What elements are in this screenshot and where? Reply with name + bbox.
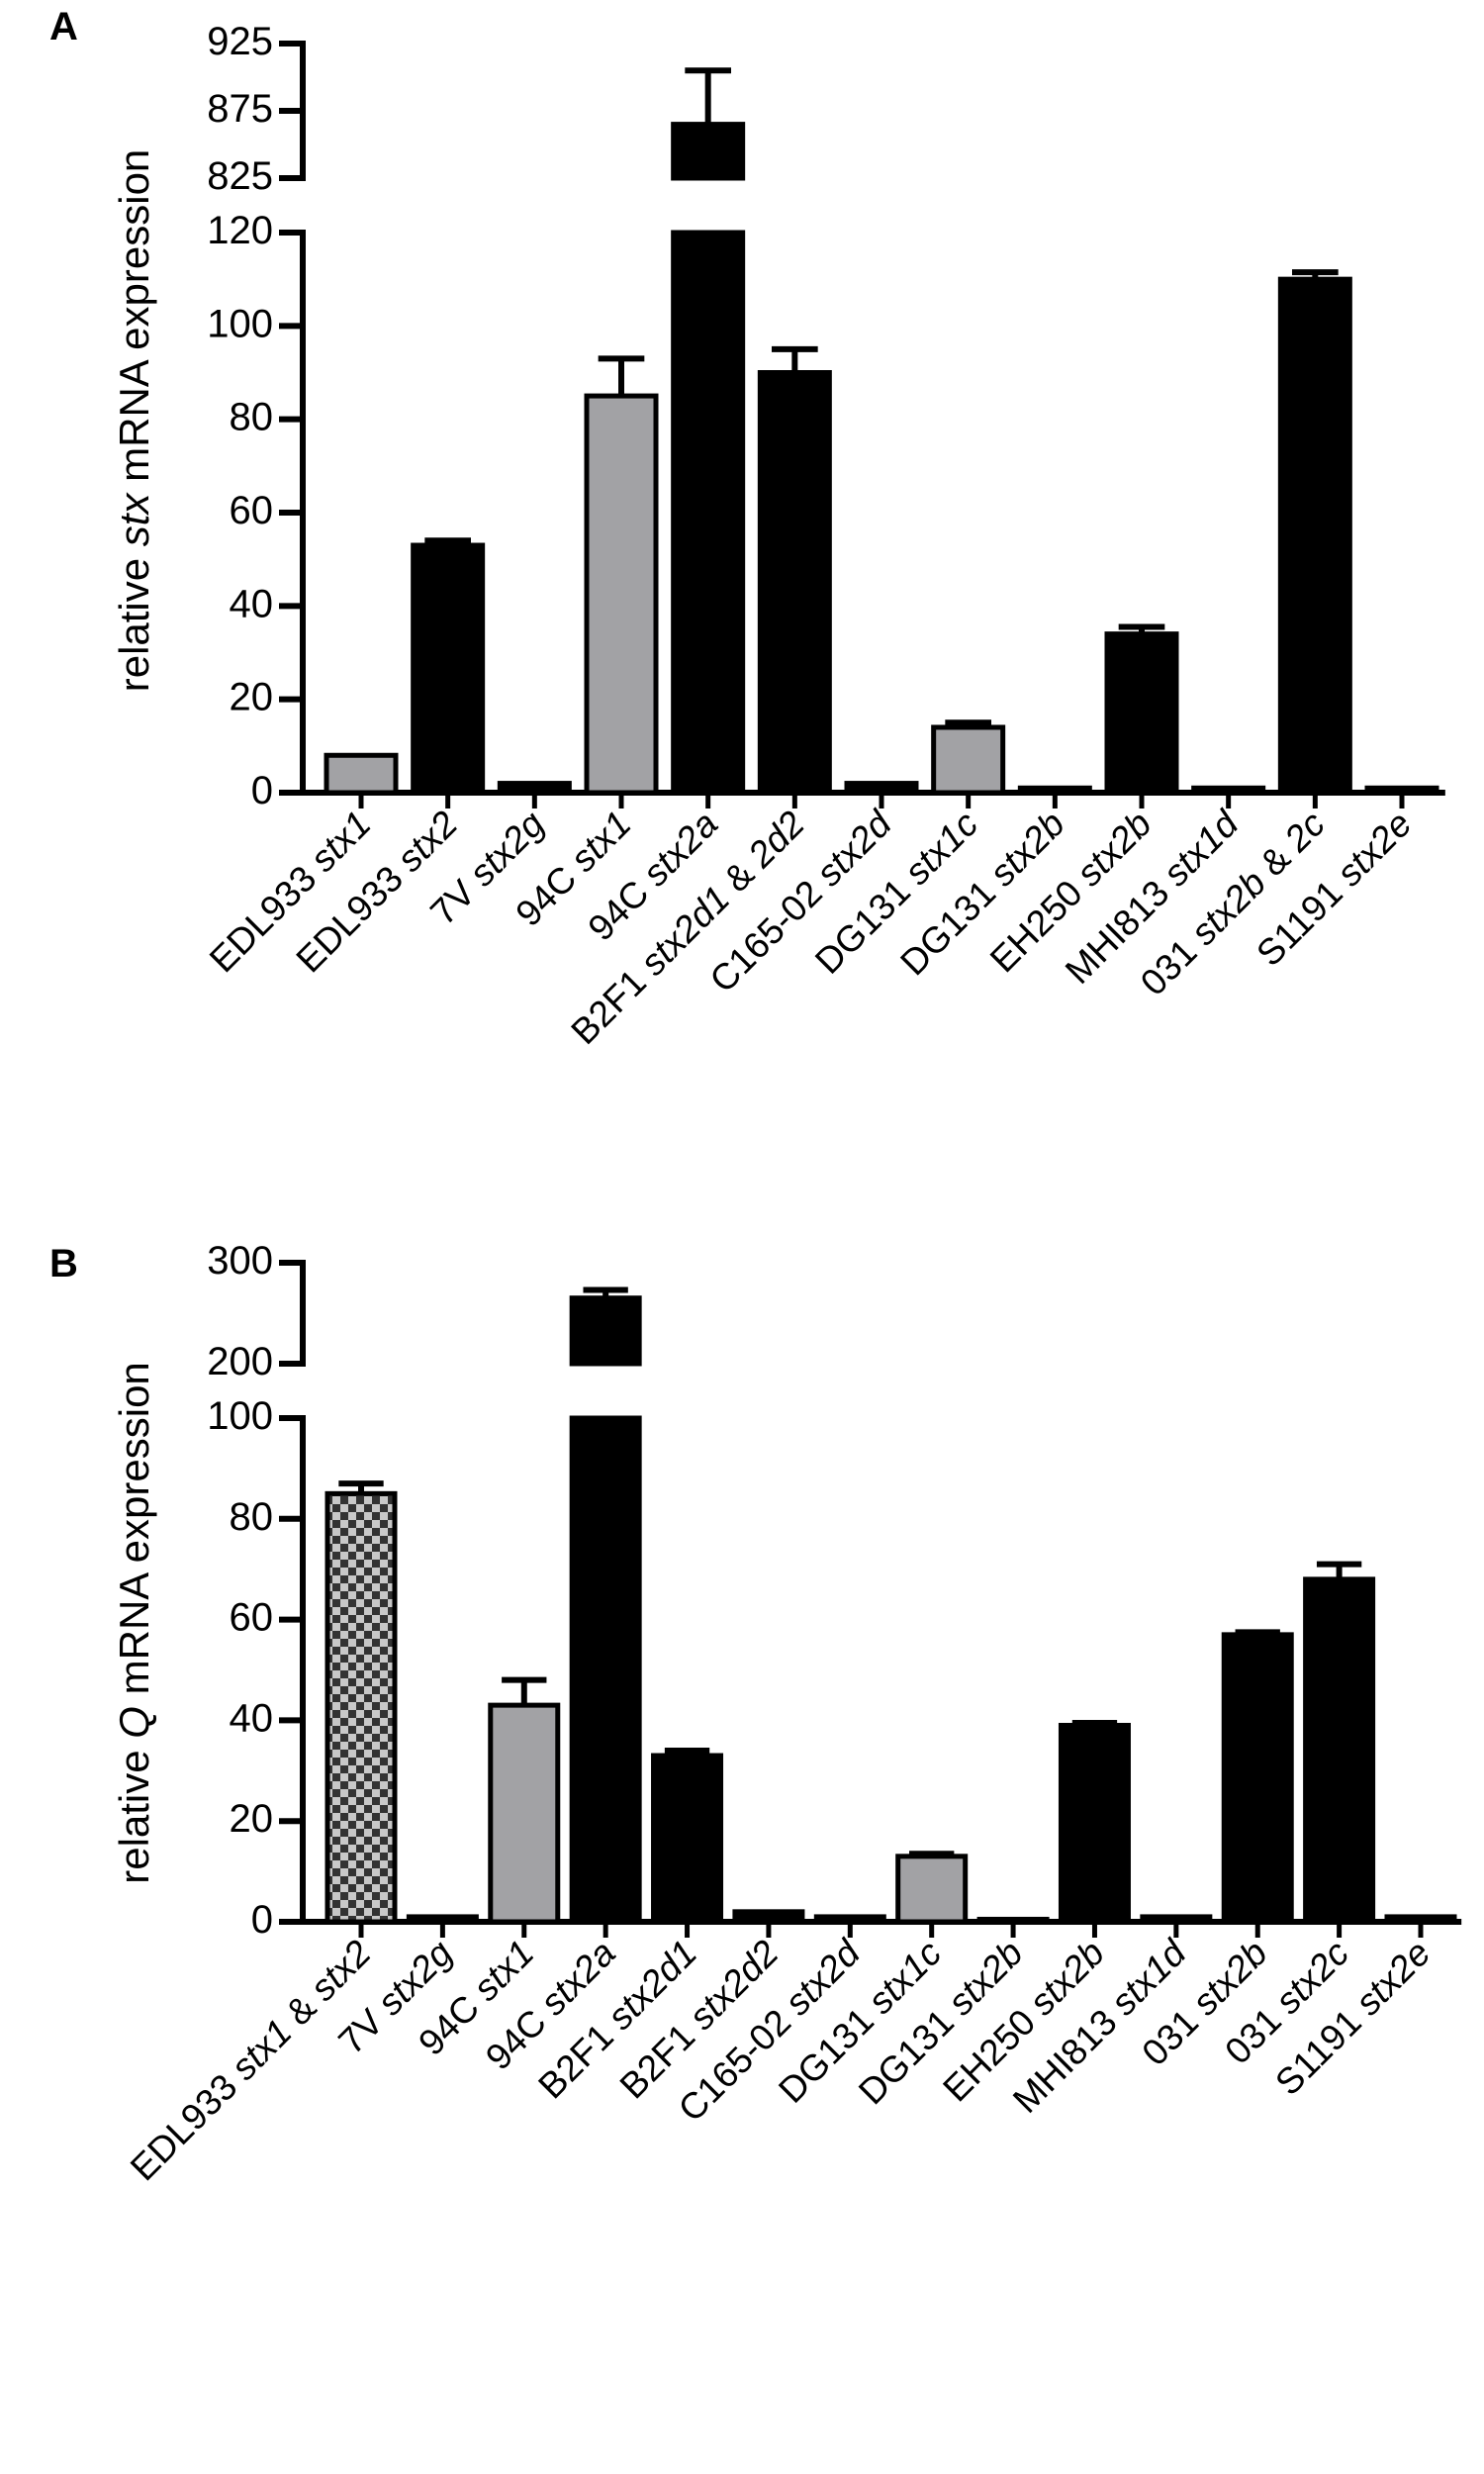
bar xyxy=(931,724,1006,796)
bar xyxy=(671,122,746,181)
y-tick-label: 200 xyxy=(207,1340,273,1383)
x-tick-label: EDL933 stx1 & stx2 xyxy=(123,1932,379,2188)
bar xyxy=(497,781,572,796)
bar xyxy=(569,1295,642,1367)
y-axis-label: relative stx mRNA expression xyxy=(111,149,157,693)
bar xyxy=(324,752,399,796)
y-tick-label: 80 xyxy=(230,1494,274,1538)
y-tick-label: 100 xyxy=(207,302,273,345)
bar xyxy=(976,1916,1050,1925)
bar xyxy=(1221,1632,1294,1925)
error-bar xyxy=(502,1676,547,1706)
bar xyxy=(1140,1914,1213,1925)
bar xyxy=(411,542,486,796)
y-tick-label: 825 xyxy=(207,154,273,198)
error-bar xyxy=(1071,1719,1118,1726)
bar xyxy=(584,393,659,796)
panel-label: A xyxy=(49,5,78,48)
bar xyxy=(1303,1576,1376,1925)
y-tick-label: 60 xyxy=(230,1595,274,1639)
error-bar xyxy=(664,1747,710,1757)
bar xyxy=(1058,1722,1131,1925)
error-bar xyxy=(1118,623,1165,634)
error-bar xyxy=(945,719,991,727)
error-bar xyxy=(424,537,471,546)
bar xyxy=(1191,785,1266,796)
bar xyxy=(651,1753,724,1925)
y-tick-label: 875 xyxy=(207,87,273,131)
bar xyxy=(1277,276,1352,796)
y-tick-label: 100 xyxy=(207,1394,273,1438)
y-tick-label: 40 xyxy=(230,582,274,625)
bar xyxy=(757,370,832,796)
y-tick-label: 0 xyxy=(251,769,273,812)
bar xyxy=(813,1914,886,1925)
y-axis-label: relative Q mRNA expression xyxy=(111,1362,157,1884)
y-tick-label: 20 xyxy=(230,1797,274,1841)
error-bar xyxy=(772,345,818,373)
error-bar xyxy=(338,1480,384,1494)
error-bar xyxy=(685,67,731,125)
bar xyxy=(406,1914,479,1925)
bar xyxy=(671,230,746,796)
error-bar xyxy=(598,355,645,397)
panel-label: B xyxy=(49,1242,78,1285)
bar xyxy=(732,1909,805,1925)
y-tick-label: 300 xyxy=(207,1239,273,1283)
bar xyxy=(488,1702,561,1925)
y-tick-label: 40 xyxy=(230,1696,274,1740)
bar xyxy=(1017,785,1092,796)
bar xyxy=(325,1490,398,1925)
bar xyxy=(1104,631,1179,796)
y-tick-label: 120 xyxy=(207,209,273,252)
y-tick-label: 60 xyxy=(230,489,274,532)
bar xyxy=(844,781,919,796)
error-bar xyxy=(1292,269,1339,280)
bar xyxy=(895,1854,969,1925)
y-tick-label: 20 xyxy=(230,675,274,718)
y-tick-label: 925 xyxy=(207,20,273,63)
bar xyxy=(569,1415,642,1925)
error-bar xyxy=(583,1286,628,1298)
error-bar xyxy=(1235,1629,1280,1636)
bar xyxy=(1364,785,1439,796)
error-bar xyxy=(1316,1561,1362,1579)
y-tick-label: 80 xyxy=(230,395,274,438)
bar xyxy=(1384,1914,1457,1925)
y-tick-label: 0 xyxy=(251,1898,273,1942)
error-bar xyxy=(909,1851,955,1857)
